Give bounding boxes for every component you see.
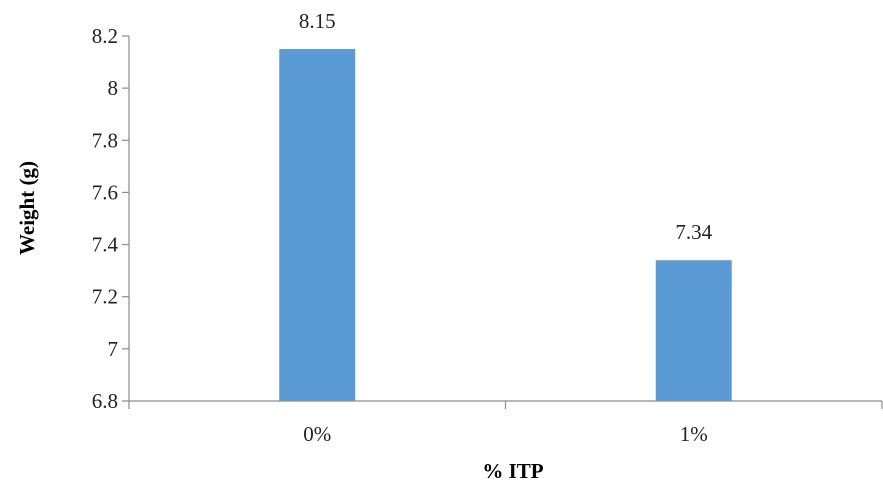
y-tick-label: 7.4	[92, 233, 119, 257]
y-tick-label: 7.6	[92, 180, 118, 204]
y-tick-label: 6.8	[92, 389, 118, 413]
data-label: 8.15	[299, 9, 336, 33]
x-axis-title: % ITP	[482, 459, 543, 483]
y-tick-label: 7	[108, 337, 119, 361]
x-tick-label: 1%	[680, 422, 708, 446]
y-tick-label: 8	[108, 76, 119, 100]
y-tick-label: 8.2	[92, 24, 118, 48]
y-axis-title: Weight (g)	[15, 161, 39, 255]
data-label: 7.34	[675, 220, 712, 244]
bar	[655, 260, 732, 401]
x-tick-label: 0%	[303, 422, 331, 446]
bars-group: 8.15 7.34	[279, 9, 732, 402]
y-tick-label: 7.2	[92, 285, 118, 309]
x-axis: 0% 1%	[128, 400, 883, 446]
bar	[279, 49, 356, 402]
y-axis: 6.8 7 7.2 7.4 7.6 7.8 8 8.2	[92, 24, 130, 413]
y-tick-label: 7.8	[92, 128, 118, 152]
